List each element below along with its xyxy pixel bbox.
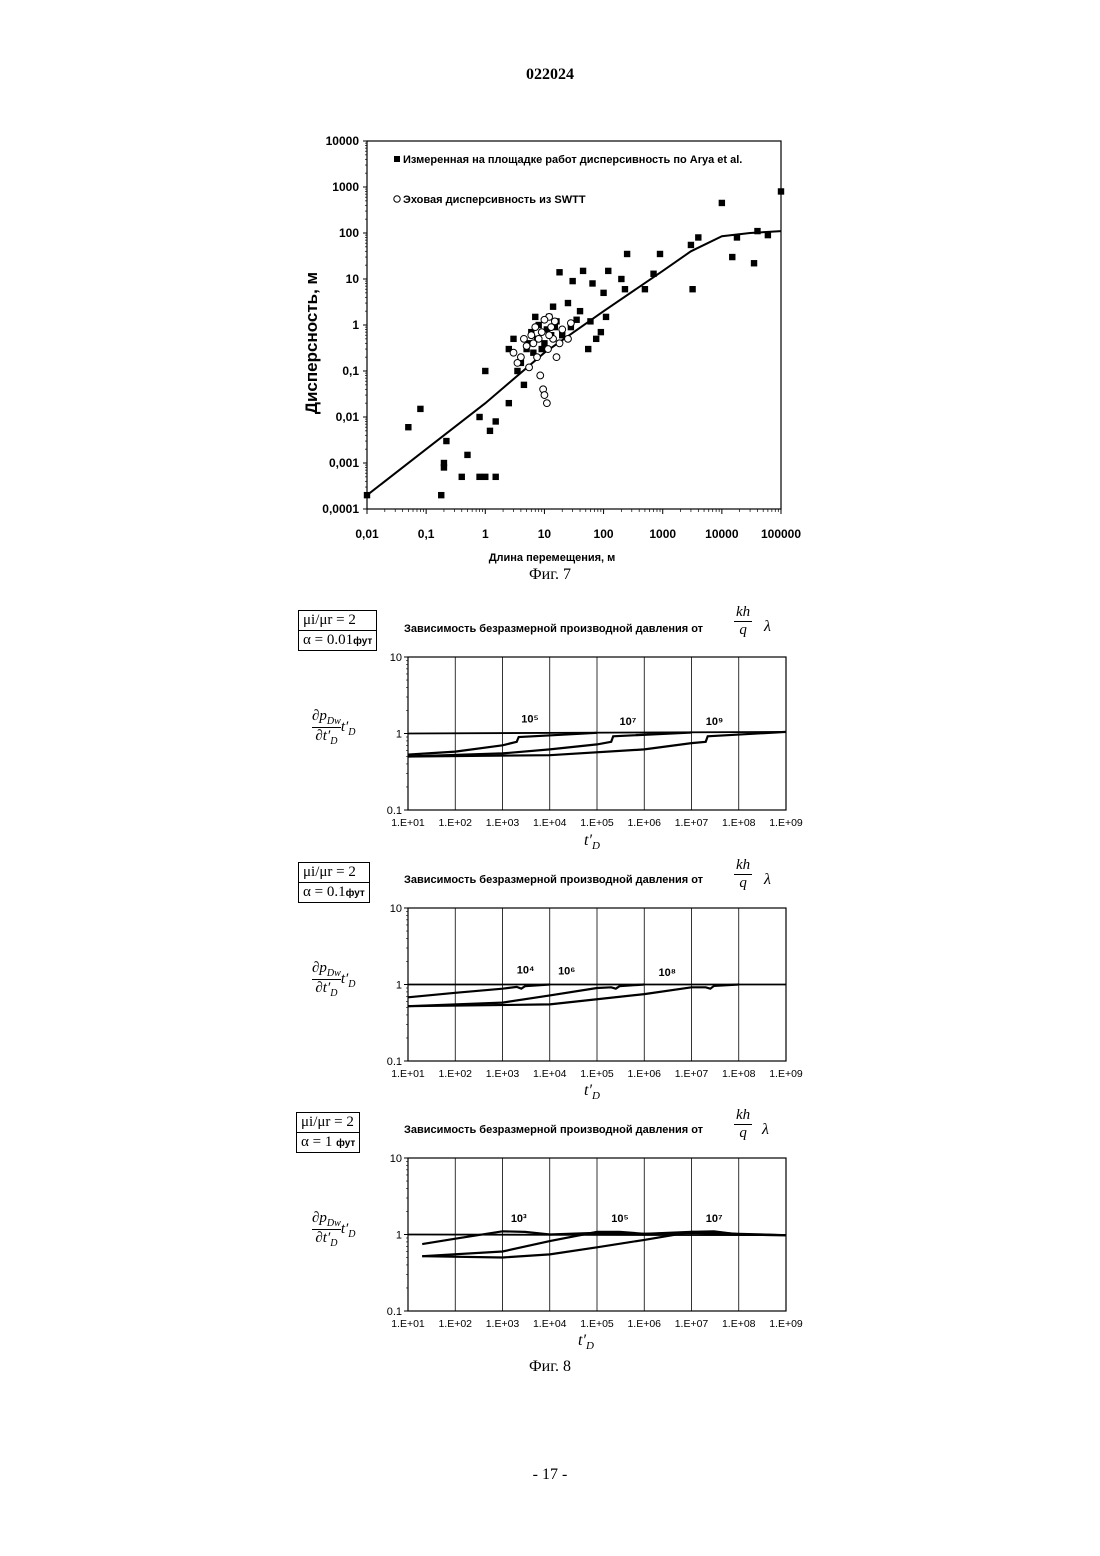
fig8-x-tick-label: 1.E+01 xyxy=(391,1318,425,1330)
fig8-curve-label: 10³ xyxy=(511,1213,527,1225)
fig8-x-tick-label: 1.E+08 xyxy=(722,1318,756,1330)
page-number: - 17 - xyxy=(0,1466,1100,1484)
fig8-panel3-xlabel: t′D xyxy=(578,1332,594,1352)
fig8-curve-label: 10⁵ xyxy=(611,1213,628,1225)
fig8-x-tick-label: 1.E+02 xyxy=(438,1318,472,1330)
fig8-y-tick-label: 0.1 xyxy=(387,1306,402,1318)
fig8-x-tick-label: 1.E+07 xyxy=(675,1318,709,1330)
fig8-curve-label: 10⁷ xyxy=(706,1213,723,1225)
fig8-x-tick-label: 1.E+05 xyxy=(580,1318,614,1330)
fig8-y-tick-label: 10 xyxy=(390,1153,402,1165)
fig8-y-tick-label: 1 xyxy=(396,1230,402,1242)
fig8-x-tick-label: 1.E+03 xyxy=(486,1318,520,1330)
fig8-x-tick-label: 1.E+09 xyxy=(769,1318,803,1330)
fig8-caption: Фиг. 8 xyxy=(0,1358,1100,1376)
fig8-x-tick-label: 1.E+06 xyxy=(627,1318,661,1330)
fig8-x-tick-label: 1.E+04 xyxy=(533,1318,567,1330)
